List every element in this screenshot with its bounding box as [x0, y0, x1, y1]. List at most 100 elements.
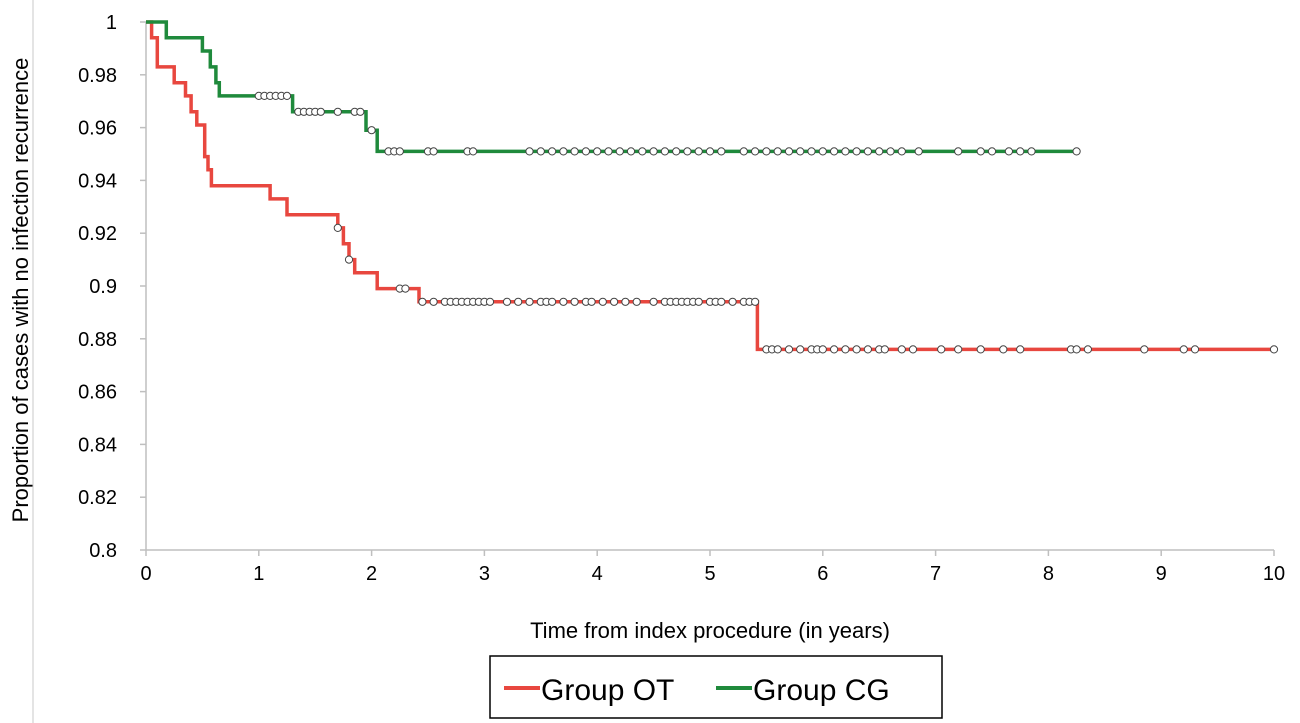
- censor-marker-cg: [886, 147, 895, 156]
- censor-marker-ot: [818, 345, 827, 354]
- censor-marker-cg: [852, 147, 861, 156]
- censor-marker-ot: [632, 297, 641, 306]
- y-tick-label: 0.94: [78, 170, 117, 192]
- censor-marker-cg: [863, 147, 873, 156]
- censor-marker-cg: [356, 107, 365, 116]
- x-axis-title: Time from index procedure (in years): [530, 618, 890, 643]
- y-tick-label: 0.9: [89, 276, 117, 298]
- censor-marker-ot: [830, 345, 839, 354]
- censor-marker-ot: [841, 345, 850, 354]
- censor-marker-cg: [1016, 147, 1025, 156]
- censor-marker-ot: [937, 345, 946, 354]
- censor-marker-ot: [333, 223, 342, 232]
- x-tick-label: 5: [704, 563, 715, 585]
- x-tick-label: 6: [817, 563, 828, 585]
- y-tick-label: 0.96: [78, 118, 117, 140]
- censor-marker-ot: [954, 345, 963, 354]
- censor-marker-ot: [649, 297, 658, 306]
- censor-marker-cg: [796, 147, 805, 156]
- censor-marker-ot: [796, 345, 805, 354]
- censor-marker-cg: [841, 147, 850, 156]
- censor-marker-cg: [570, 147, 579, 156]
- censor-marker-cg: [830, 147, 839, 156]
- censor-marker-ot: [559, 297, 568, 306]
- censor-marker-cg: [875, 147, 884, 156]
- censor-marker-cg: [1004, 147, 1014, 156]
- censor-marker-cg: [559, 147, 568, 156]
- censor-marker-cg: [976, 147, 985, 156]
- censor-marker-cg: [897, 147, 906, 156]
- legend-label-cg: Group CG: [753, 674, 890, 707]
- censor-marker-cg: [604, 147, 613, 156]
- censor-marker-cg: [751, 147, 760, 156]
- censor-marker-cg: [818, 147, 827, 156]
- censor-marker-cg: [773, 147, 782, 156]
- censor-marker-ot: [598, 297, 607, 306]
- censor-marker-ot: [587, 297, 596, 306]
- censor-marker-cg: [672, 147, 681, 156]
- censor-marker-cg: [807, 147, 816, 156]
- censor-marker-cg: [705, 147, 715, 156]
- y-tick-label: 0.88: [78, 329, 117, 351]
- censor-marker-ot: [1072, 345, 1081, 354]
- series-line-ot: [146, 20, 1274, 352]
- censor-marker-cg: [395, 147, 404, 156]
- censor-marker-ot: [401, 284, 410, 293]
- censor-marker-ot: [717, 297, 726, 306]
- censor-marker-cg: [762, 147, 771, 156]
- x-tick-label: 4: [592, 563, 603, 585]
- censor-marker-ot: [1269, 345, 1279, 354]
- x-tick-label: 0: [140, 563, 151, 585]
- y-tick-label: 0.8: [89, 540, 117, 562]
- censor-marker-cg: [987, 147, 997, 156]
- censor-marker-ot: [908, 345, 918, 354]
- censor-marker-ot: [485, 297, 495, 306]
- censor-marker-ot: [880, 345, 889, 354]
- censor-marker-ot: [514, 297, 523, 306]
- censor-marker-cg: [525, 147, 534, 156]
- censor-marker-cg: [536, 147, 545, 156]
- censor-marker-ot: [694, 297, 703, 306]
- censor-marker-cg: [333, 107, 342, 116]
- censor-marker-cg: [581, 147, 591, 156]
- censor-marker-cg: [1027, 147, 1036, 156]
- censor-marker-cg: [1072, 147, 1081, 156]
- censor-marker-cg: [593, 147, 602, 156]
- censor-marker-ot: [976, 345, 985, 354]
- x-tick-label: 8: [1043, 563, 1054, 585]
- censor-marker-cg: [649, 147, 658, 156]
- censor-marker-cg: [626, 147, 636, 156]
- y-tick-label: 0.92: [78, 223, 117, 245]
- censor-marker-ot: [1083, 345, 1093, 354]
- legend: Group OT Group CG: [489, 655, 943, 719]
- x-tick-label: 3: [479, 563, 490, 585]
- censor-marker-ot: [502, 297, 512, 306]
- censor-marker-ot: [610, 297, 619, 306]
- censor-marker-cg: [784, 147, 794, 156]
- y-tick-label: 1: [106, 12, 117, 34]
- censor-marker-cg: [429, 147, 438, 156]
- censor-marker-ot: [773, 345, 782, 354]
- censor-marker-ot: [751, 297, 760, 306]
- series-line-cg: [146, 20, 1077, 154]
- censor-marker-cg: [954, 147, 963, 156]
- censor-marker-cg: [469, 147, 478, 156]
- y-tick-label: 0.84: [78, 434, 117, 456]
- censor-marker-ot: [548, 297, 557, 306]
- censor-marker-cg: [694, 147, 703, 156]
- x-tick-label: 1: [253, 563, 264, 585]
- censor-marker-ot: [1190, 345, 1200, 354]
- y-tick-label: 0.82: [78, 487, 117, 509]
- censor-marker-ot: [897, 345, 906, 354]
- censor-marker-ot: [1140, 345, 1149, 354]
- x-tick-label: 7: [930, 563, 941, 585]
- censor-marker-ot: [999, 345, 1008, 354]
- censor-marker-ot: [418, 297, 427, 306]
- censor-marker-cg: [615, 147, 624, 156]
- censor-marker-ot: [728, 297, 737, 306]
- censor-marker-cg: [282, 91, 292, 101]
- censor-marker-ot: [784, 345, 794, 354]
- censor-marker-ot: [344, 255, 354, 264]
- censor-marker-cg: [316, 107, 325, 116]
- legend-label-ot: Group OT: [541, 674, 674, 707]
